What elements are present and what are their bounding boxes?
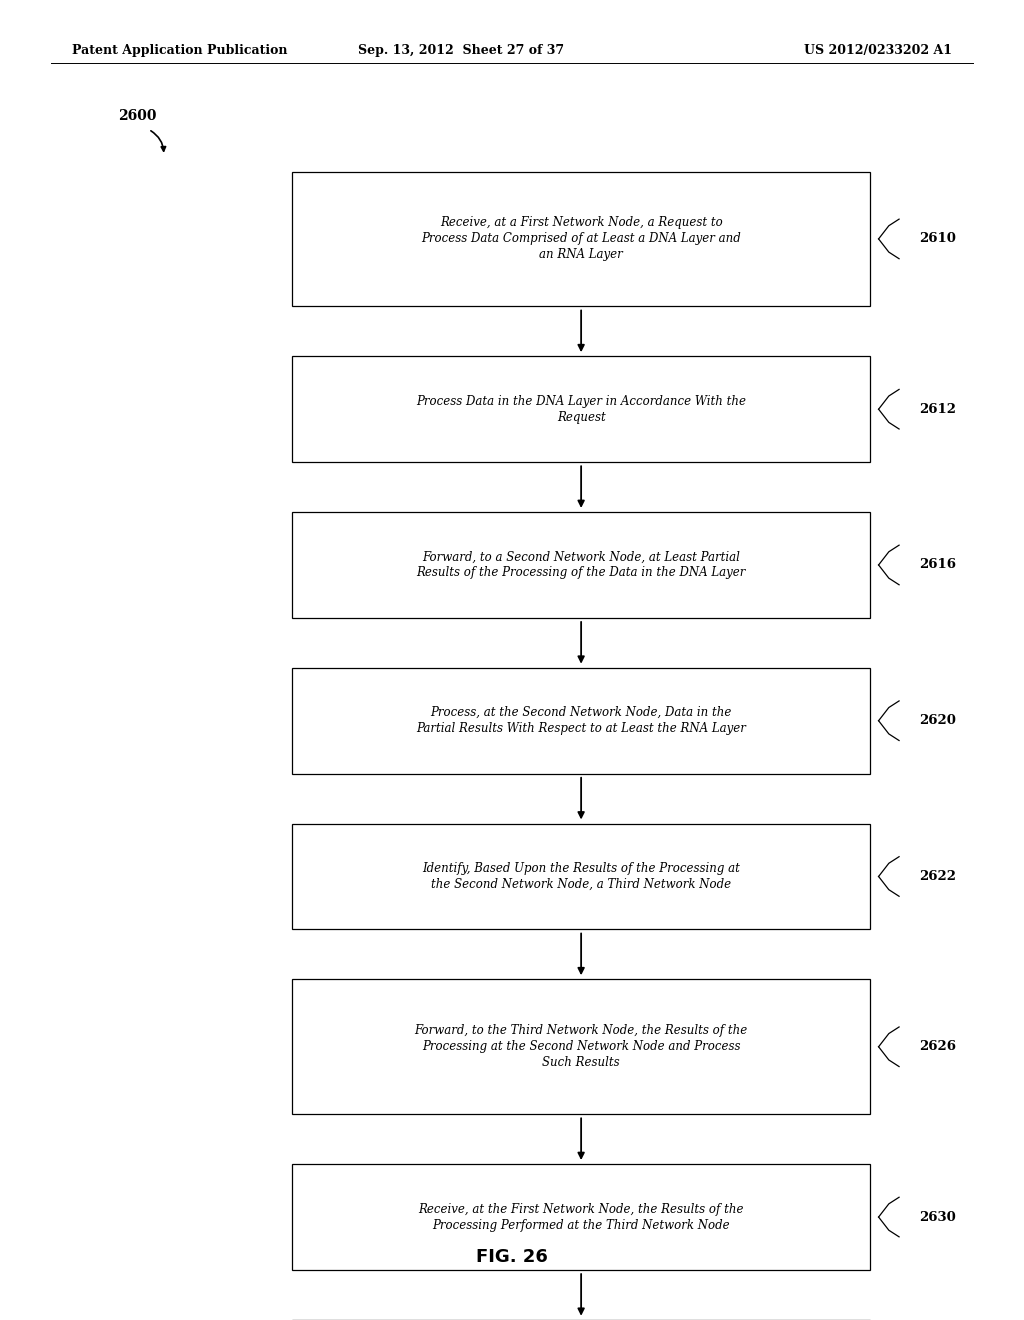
Text: Process, at the Second Network Node, Data in the
Partial Results With Respect to: Process, at the Second Network Node, Dat… — [416, 706, 746, 735]
Text: 2600: 2600 — [118, 110, 157, 123]
Bar — [292, 824, 870, 929]
Text: FIG. 26: FIG. 26 — [476, 1247, 548, 1266]
Text: 2616: 2616 — [920, 558, 956, 572]
Text: Identify, Based Upon the Results of the Processing at
the Second Network Node, a: Identify, Based Upon the Results of the … — [422, 862, 740, 891]
Text: 2622: 2622 — [920, 870, 956, 883]
Text: Forward, to the Third Network Node, the Results of the
Processing at the Second : Forward, to the Third Network Node, the … — [415, 1024, 748, 1069]
Text: 2630: 2630 — [920, 1210, 956, 1224]
Bar — [292, 668, 870, 774]
Text: Process Data in the DNA Layer in Accordance With the
Request: Process Data in the DNA Layer in Accorda… — [416, 395, 746, 424]
Text: 2620: 2620 — [920, 714, 956, 727]
Bar — [292, 172, 870, 306]
Text: US 2012/0233202 A1: US 2012/0233202 A1 — [804, 44, 952, 57]
Text: Patent Application Publication: Patent Application Publication — [72, 44, 287, 57]
Bar — [292, 1164, 870, 1270]
Text: 2612: 2612 — [920, 403, 956, 416]
Bar — [292, 979, 870, 1114]
Text: 2626: 2626 — [920, 1040, 956, 1053]
Bar — [292, 356, 870, 462]
Text: Forward, to a Second Network Node, at Least Partial
Results of the Processing of: Forward, to a Second Network Node, at Le… — [417, 550, 745, 579]
Text: Receive, at the First Network Node, the Results of the
Processing Performed at t: Receive, at the First Network Node, the … — [419, 1203, 743, 1232]
Text: Sep. 13, 2012  Sheet 27 of 37: Sep. 13, 2012 Sheet 27 of 37 — [357, 44, 564, 57]
Bar — [292, 512, 870, 618]
Text: Receive, at a First Network Node, a Request to
Process Data Comprised of at Leas: Receive, at a First Network Node, a Requ… — [421, 216, 741, 261]
Text: 2610: 2610 — [920, 232, 956, 246]
